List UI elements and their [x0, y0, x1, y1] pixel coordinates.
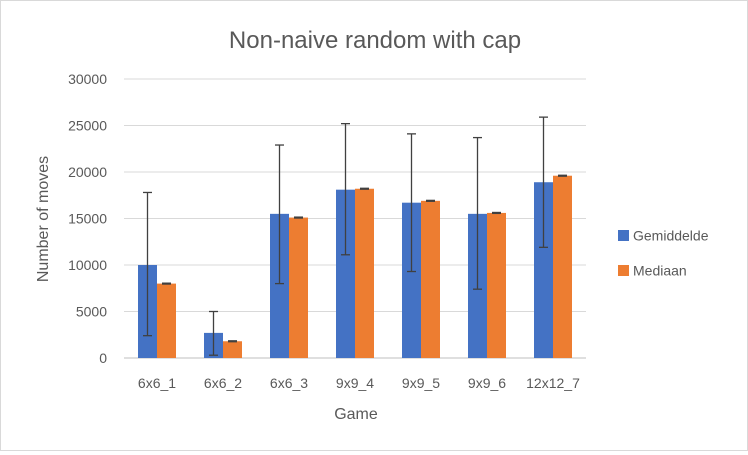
legend-swatch	[618, 265, 629, 276]
x-tick-label: 6x6_3	[270, 375, 308, 391]
y-axis-label: Number of moves	[35, 156, 52, 282]
x-tick-labels: 6x6_1 6x6_2 6x6_3 9x9_4 9x9_5 9x9_6 12x12_7	[138, 375, 580, 391]
bar-mediaan	[553, 175, 572, 358]
bar-gemiddelde	[270, 213, 289, 358]
legend: Gemiddelde Mediaan	[618, 228, 709, 279]
y-tick-labels: 0 5000 10000 15000 20000 25000 30000	[68, 71, 107, 366]
bar-mediaan	[157, 283, 176, 358]
y-tick-label: 15000	[68, 211, 107, 227]
x-tick-label: 12x12_7	[526, 375, 580, 391]
x-tick-label: 9x9_4	[336, 375, 374, 391]
bar-mediaan	[223, 341, 242, 358]
legend-swatch	[618, 230, 629, 241]
bars	[138, 175, 572, 358]
bar-mediaan	[355, 188, 374, 358]
bar-gemiddelde	[336, 189, 355, 358]
y-tick-label: 5000	[76, 304, 107, 320]
bar-mediaan	[289, 217, 308, 358]
bar-gemiddelde	[534, 182, 553, 358]
bar-mediaan	[421, 200, 440, 358]
x-axis-label: Game	[334, 406, 378, 423]
error-bars	[143, 116, 567, 356]
y-tick-label: 10000	[68, 257, 107, 273]
x-tick-label: 6x6_2	[204, 375, 242, 391]
legend-label: Mediaan	[633, 263, 687, 279]
y-tick-label: 30000	[68, 71, 107, 87]
x-tick-label: 6x6_1	[138, 375, 176, 391]
y-tick-label: 25000	[68, 118, 107, 134]
legend-label: Gemiddelde	[633, 228, 709, 244]
x-tick-label: 9x9_5	[402, 375, 440, 391]
chart-title: Non-naive random with cap	[229, 27, 521, 54]
bar-mediaan	[487, 212, 506, 358]
y-tick-label: 20000	[68, 164, 107, 180]
y-tick-label: 0	[99, 350, 107, 366]
bar-gemiddelde	[402, 202, 421, 358]
x-tick-label: 9x9_6	[468, 375, 506, 391]
